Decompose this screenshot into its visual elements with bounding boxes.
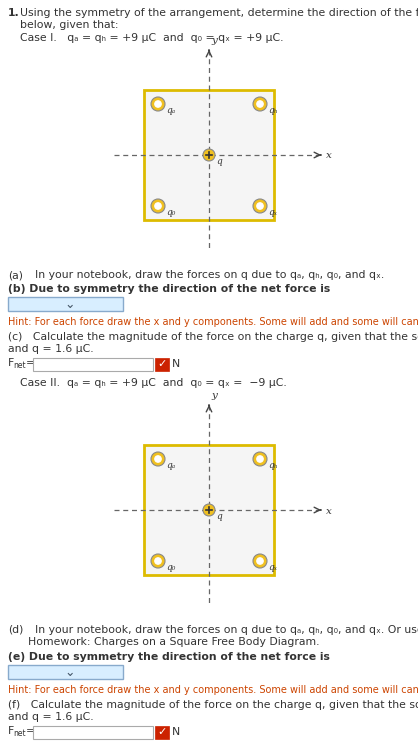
Text: qₓ: qₓ bbox=[268, 563, 277, 572]
FancyBboxPatch shape bbox=[33, 726, 153, 739]
Text: qₕ: qₕ bbox=[268, 461, 278, 470]
Circle shape bbox=[151, 452, 165, 466]
FancyBboxPatch shape bbox=[155, 726, 169, 739]
Text: net: net bbox=[13, 729, 25, 738]
Text: ✓: ✓ bbox=[157, 728, 167, 737]
Text: ✓: ✓ bbox=[157, 359, 167, 370]
Circle shape bbox=[155, 456, 161, 462]
Text: x: x bbox=[326, 152, 332, 160]
Circle shape bbox=[203, 149, 215, 161]
Text: (c)   Calculate the magnitude of the force on the charge q, given that the squar: (c) Calculate the magnitude of the force… bbox=[8, 332, 418, 342]
Text: 1.: 1. bbox=[8, 8, 20, 18]
FancyBboxPatch shape bbox=[8, 665, 123, 679]
Text: =: = bbox=[26, 358, 35, 368]
Text: N: N bbox=[172, 359, 180, 369]
Polygon shape bbox=[144, 445, 274, 575]
Text: Hint: For each force draw the x and y components. Some will add and some will ca: Hint: For each force draw the x and y co… bbox=[8, 317, 418, 327]
Text: Case II.  qₐ = qₕ = +9 μC  and  q₀ = qₓ =  −9 μC.: Case II. qₐ = qₕ = +9 μC and q₀ = qₓ = −… bbox=[20, 378, 287, 388]
Text: qₕ: qₕ bbox=[268, 106, 278, 115]
Text: F: F bbox=[8, 358, 14, 368]
Circle shape bbox=[151, 199, 165, 213]
Circle shape bbox=[257, 558, 263, 564]
Text: x: x bbox=[326, 506, 332, 515]
Text: qₐ: qₐ bbox=[166, 106, 175, 115]
Circle shape bbox=[257, 100, 263, 107]
Circle shape bbox=[253, 554, 267, 568]
Text: (a): (a) bbox=[8, 270, 23, 280]
Text: net: net bbox=[13, 361, 25, 370]
Text: y: y bbox=[211, 36, 217, 45]
Circle shape bbox=[253, 452, 267, 466]
Text: (e) Due to symmetry the direction of the net force is: (e) Due to symmetry the direction of the… bbox=[8, 652, 330, 662]
Polygon shape bbox=[144, 90, 274, 220]
Text: ⌄: ⌄ bbox=[65, 665, 75, 679]
FancyBboxPatch shape bbox=[8, 297, 123, 311]
Text: (d): (d) bbox=[8, 625, 23, 635]
Text: N: N bbox=[172, 727, 180, 737]
Text: In your notebook, draw the forces on q due to qₐ, qₕ, q₀, and qₓ. Or use the res: In your notebook, draw the forces on q d… bbox=[28, 625, 418, 635]
Circle shape bbox=[253, 97, 267, 111]
Text: qₐ: qₐ bbox=[166, 461, 175, 470]
Text: Hint: For each force draw the x and y components. Some will add and some will ca: Hint: For each force draw the x and y co… bbox=[8, 685, 418, 695]
Text: and q = 1.6 μC.: and q = 1.6 μC. bbox=[8, 344, 94, 354]
Circle shape bbox=[151, 97, 165, 111]
Text: q₀: q₀ bbox=[166, 563, 176, 572]
Text: (b) Due to symmetry the direction of the net force is: (b) Due to symmetry the direction of the… bbox=[8, 284, 330, 294]
Circle shape bbox=[257, 456, 263, 462]
Text: below, given that:: below, given that: bbox=[20, 20, 118, 30]
Text: F: F bbox=[8, 726, 14, 736]
FancyBboxPatch shape bbox=[33, 358, 153, 371]
FancyBboxPatch shape bbox=[155, 358, 169, 371]
Circle shape bbox=[151, 554, 165, 568]
Text: q: q bbox=[216, 512, 222, 521]
Circle shape bbox=[257, 202, 263, 209]
Text: =: = bbox=[26, 726, 35, 736]
Circle shape bbox=[253, 199, 267, 213]
Circle shape bbox=[203, 504, 215, 516]
Text: Using the symmetry of the arrangement, determine the direction of the force on +: Using the symmetry of the arrangement, d… bbox=[20, 8, 418, 18]
Text: qₓ: qₓ bbox=[268, 208, 277, 217]
Text: (f)   Calculate the magnitude of the force on the charge q, given that the squar: (f) Calculate the magnitude of the force… bbox=[8, 700, 418, 710]
Text: y: y bbox=[211, 391, 217, 400]
Text: q: q bbox=[216, 157, 222, 166]
Circle shape bbox=[155, 558, 161, 564]
Text: q₀: q₀ bbox=[166, 208, 176, 217]
Text: Homework: Charges on a Square Free Body Diagram.: Homework: Charges on a Square Free Body … bbox=[28, 637, 319, 647]
Text: Case I.   qₐ = qₕ = +9 μC  and  q₀ = qₓ = +9 μC.: Case I. qₐ = qₕ = +9 μC and q₀ = qₓ = +9… bbox=[20, 33, 283, 43]
Text: and q = 1.6 μC.: and q = 1.6 μC. bbox=[8, 712, 94, 722]
Circle shape bbox=[155, 202, 161, 209]
Circle shape bbox=[155, 100, 161, 107]
Text: In your notebook, draw the forces on q due to qₐ, qₕ, q₀, and qₓ.: In your notebook, draw the forces on q d… bbox=[28, 270, 384, 280]
Text: ⌄: ⌄ bbox=[65, 298, 75, 310]
